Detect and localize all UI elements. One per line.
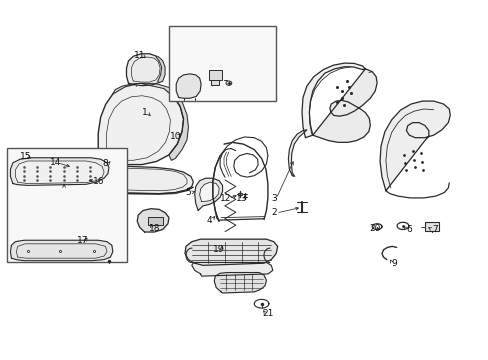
Text: 19: 19 [213,246,224,255]
Polygon shape [10,240,113,261]
Text: 1: 1 [142,108,147,117]
Text: 12: 12 [220,194,231,203]
Polygon shape [302,63,365,138]
Bar [424,222,438,231]
Polygon shape [288,130,306,176]
Text: 16: 16 [92,177,104,186]
Bar [168,26,276,101]
Polygon shape [98,83,183,165]
Text: 14: 14 [49,158,61,167]
Polygon shape [379,101,449,191]
Polygon shape [87,166,193,194]
Polygon shape [137,209,168,232]
Text: 6: 6 [406,225,411,234]
Text: 4: 4 [206,216,212,225]
Polygon shape [113,83,176,97]
Bar [211,80,218,85]
Text: 15: 15 [20,152,32,161]
Text: 18: 18 [148,224,160,233]
Text: 3: 3 [270,194,276,203]
Polygon shape [168,93,188,160]
Polygon shape [95,187,193,194]
Text: 11: 11 [134,51,145,60]
Bar [209,69,221,80]
Polygon shape [199,182,219,202]
Text: 2: 2 [270,208,276,217]
Polygon shape [156,57,164,82]
Polygon shape [15,161,104,184]
Bar [148,217,162,225]
Polygon shape [10,158,109,185]
Polygon shape [312,69,376,142]
Text: 7: 7 [431,225,437,234]
Polygon shape [184,239,277,265]
Text: 13: 13 [236,194,247,203]
Bar [6,148,127,262]
Text: 9: 9 [391,259,397,268]
Polygon shape [214,273,266,293]
Text: 10: 10 [169,132,181,141]
Text: 5: 5 [185,188,191,197]
Text: 17: 17 [77,237,88,246]
Polygon shape [191,262,272,276]
Polygon shape [194,178,222,211]
Polygon shape [126,54,163,86]
Text: 21: 21 [262,309,273,318]
Polygon shape [176,74,201,98]
Text: 20: 20 [369,224,380,233]
Text: 8: 8 [102,159,108,168]
